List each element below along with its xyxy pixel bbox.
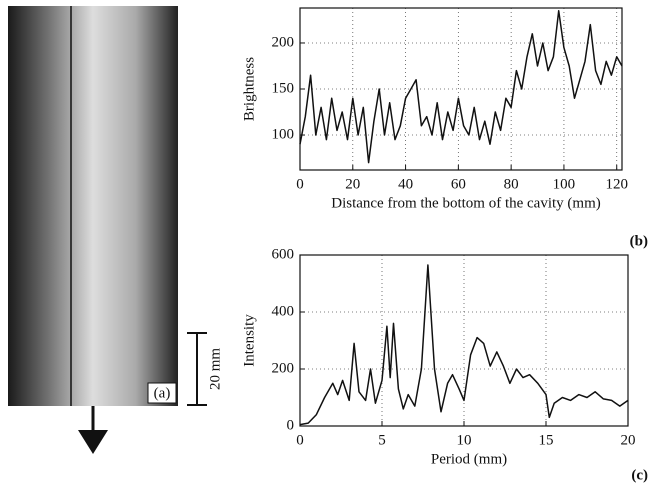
x-tick-label: 0 [296,432,304,448]
x-tick-label: 20 [345,176,360,192]
x-tick-label: 15 [539,432,554,448]
x-tick-label: 120 [605,176,628,192]
arrow-head [78,430,108,454]
y-tick-label: 200 [272,34,295,50]
panel-label: (b) [630,233,648,249]
y-axis-label: Intensity [241,314,257,367]
photo: (a) 20 mm [8,6,223,454]
scale-bar [187,332,207,406]
y-tick-label: 100 [272,126,295,142]
panel-label: (c) [631,467,648,483]
plot-frame [299,254,629,427]
y-tick-label: 150 [272,80,295,96]
photo-label: (a) [154,385,171,401]
plot-frame [299,7,623,171]
photo-label-box [147,382,177,404]
x-tick-label: 80 [504,176,519,192]
data-line [299,264,629,426]
x-tick-label: 100 [553,176,576,192]
y-tick-label: 0 [287,417,295,433]
x-tick-label: 60 [451,176,466,192]
data-line [299,10,623,164]
y-tick-label: 600 [272,246,295,262]
photo-image [8,6,178,406]
scale-bar-label: 20 mm [207,348,223,390]
x-tick-label: 40 [398,176,413,192]
x-tick-label: 5 [378,432,386,448]
x-axis-label: Distance from the bottom of the cavity (… [331,195,601,211]
y-tick-label: 400 [272,303,295,319]
y-axis-label: Brightness [241,57,257,121]
x-tick-label: 20 [621,432,636,448]
x-tick-label: 10 [457,432,472,448]
x-axis-label: Period (mm) [431,451,507,467]
x-tick-label: 0 [296,176,304,192]
y-tick-label: 200 [272,360,295,376]
